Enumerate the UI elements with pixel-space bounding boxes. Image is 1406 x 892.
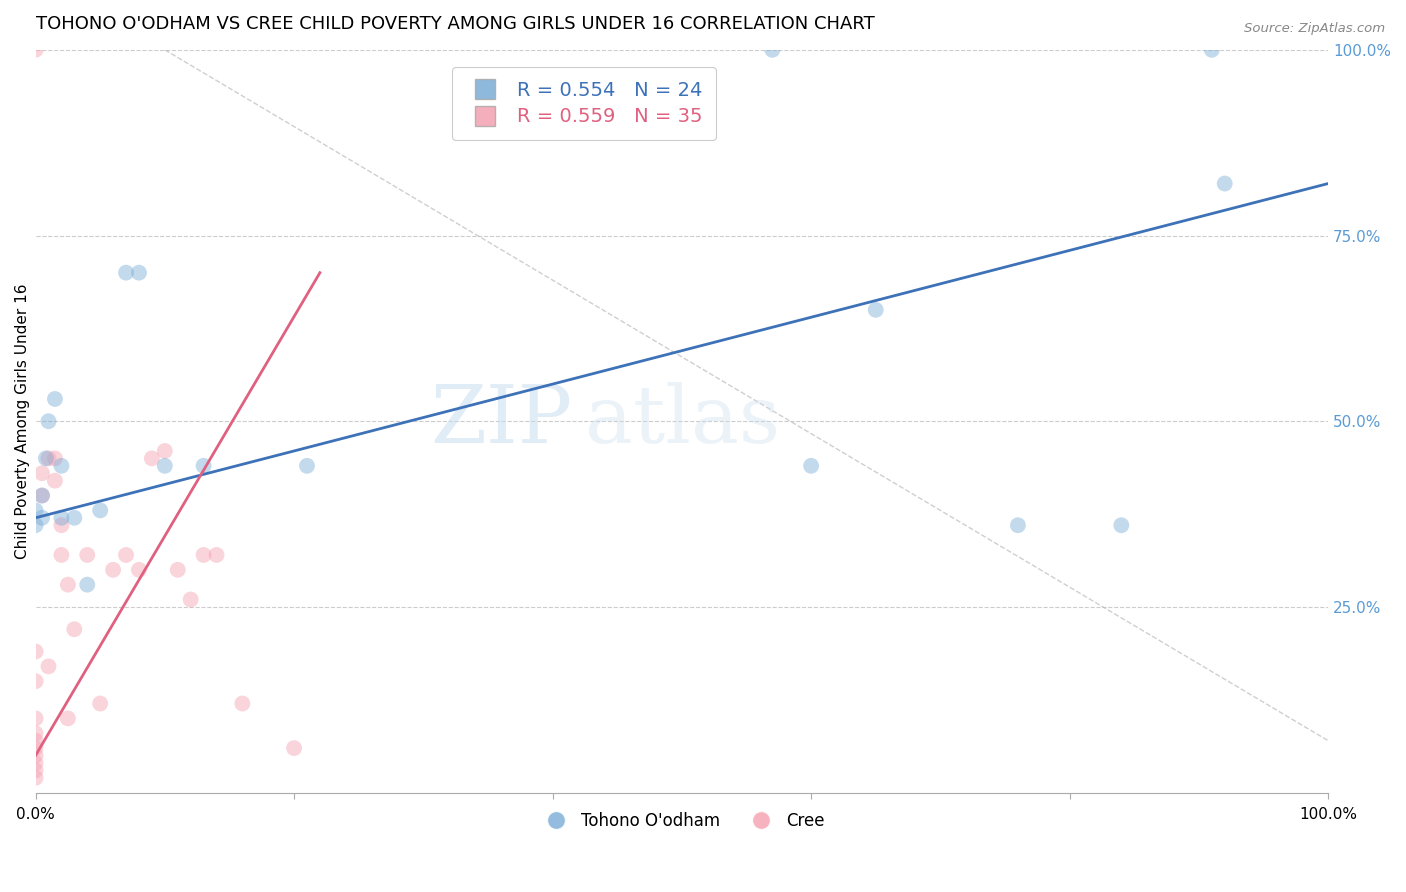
Point [51, 518, 73, 533]
Point [24, 43, 46, 57]
Point [89, 697, 111, 711]
Point [24, 674, 46, 689]
Y-axis label: Child Poverty Among Girls Under 16: Child Poverty Among Girls Under 16 [15, 284, 30, 559]
Point [115, 266, 138, 280]
Point [193, 458, 215, 473]
Point [128, 563, 150, 577]
Point [115, 548, 138, 562]
Point [89, 503, 111, 517]
Point [63, 622, 86, 636]
Point [1213, 177, 1236, 191]
Point [865, 302, 887, 317]
Point [44, 392, 66, 406]
Point [44, 451, 66, 466]
Point [24, 756, 46, 770]
Point [31, 489, 53, 503]
Point [24, 748, 46, 763]
Point [295, 458, 318, 473]
Text: TOHONO O'ODHAM VS CREE CHILD POVERTY AMONG GIRLS UNDER 16 CORRELATION CHART: TOHONO O'ODHAM VS CREE CHILD POVERTY AMO… [35, 15, 875, 33]
Point [1007, 518, 1029, 533]
Point [153, 444, 176, 458]
Point [24, 644, 46, 658]
Point [1201, 43, 1223, 57]
Point [51, 458, 73, 473]
Point [24, 503, 46, 517]
Point [101, 563, 124, 577]
Point [24, 771, 46, 785]
Point [24, 764, 46, 778]
Point [31, 511, 53, 525]
Point [24, 518, 46, 533]
Legend: Tohono O'odham, Cree: Tohono O'odham, Cree [533, 805, 831, 837]
Point [37, 659, 59, 673]
Point [31, 467, 53, 481]
Point [283, 741, 305, 756]
Point [205, 548, 228, 562]
Point [63, 511, 86, 525]
Point [153, 458, 176, 473]
Point [166, 563, 188, 577]
Point [76, 548, 98, 562]
Point [51, 548, 73, 562]
Point [44, 474, 66, 488]
Point [35, 451, 58, 466]
Text: ZIP: ZIP [430, 383, 572, 460]
Point [193, 548, 215, 562]
Point [37, 414, 59, 428]
Point [37, 451, 59, 466]
Point [1111, 518, 1133, 533]
Point [761, 43, 783, 57]
Point [31, 489, 53, 503]
Point [141, 451, 163, 466]
Text: atlas: atlas [585, 383, 780, 460]
Point [56, 711, 79, 725]
Point [24, 741, 46, 756]
Point [128, 266, 150, 280]
Point [231, 697, 253, 711]
Point [24, 733, 46, 747]
Point [180, 592, 202, 607]
Point [76, 577, 98, 591]
Point [800, 458, 823, 473]
Point [24, 711, 46, 725]
Point [56, 577, 79, 591]
Point [24, 726, 46, 740]
Point [51, 511, 73, 525]
Text: Source: ZipAtlas.com: Source: ZipAtlas.com [1244, 22, 1385, 36]
